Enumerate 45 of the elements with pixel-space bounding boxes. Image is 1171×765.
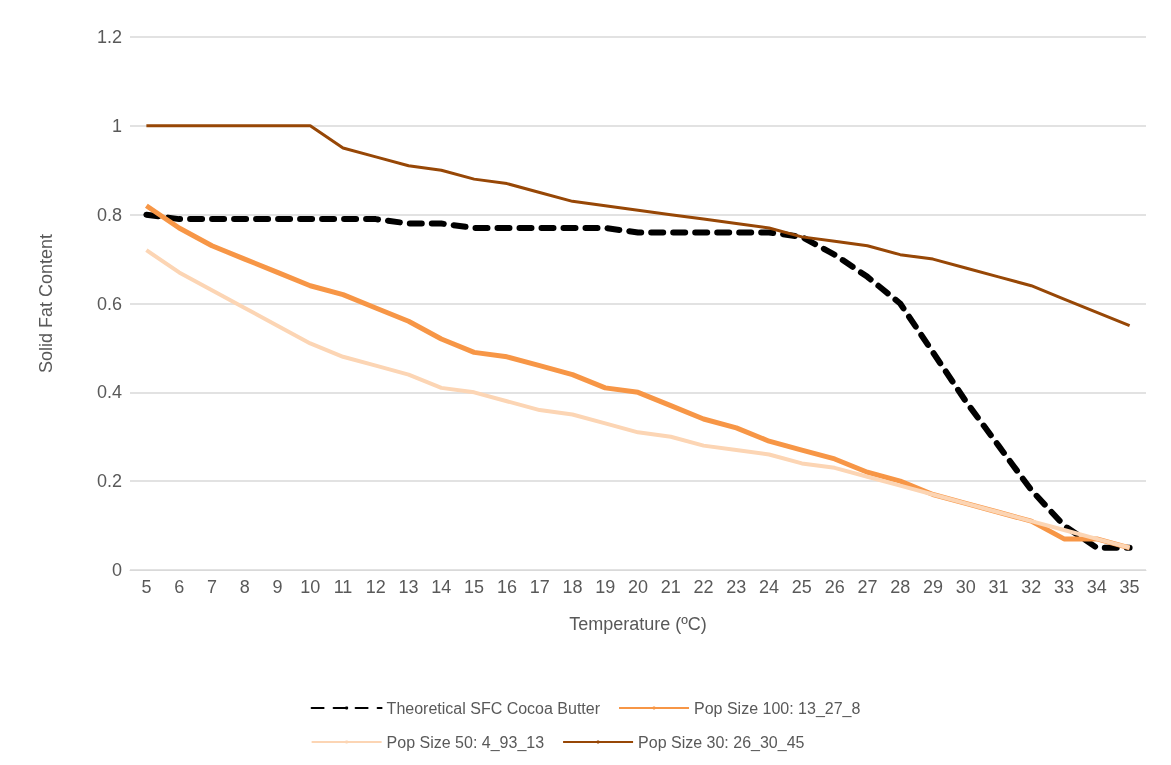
x-tick-label: 11 [333, 577, 353, 597]
legend-label: Pop Size 100: 13_27_8 [694, 699, 861, 718]
y-tick-label: 0 [111, 560, 122, 580]
x-tick-label: 19 [595, 577, 616, 597]
x-tick-label: 5 [141, 577, 152, 597]
x-tick-label: 18 [562, 577, 583, 597]
legend-label: Pop Size 30: 26_30_45 [638, 733, 805, 752]
y-tick-label: 1 [111, 115, 122, 136]
y-tick-label: 0.4 [96, 382, 122, 403]
x-tick-label: 8 [239, 577, 250, 597]
x-tick-label: 24 [759, 577, 780, 597]
x-tick-label: 6 [174, 577, 185, 597]
x-tick-label: 34 [1086, 577, 1107, 597]
x-tick-label: 32 [1021, 577, 1042, 597]
y-tick-label: 0.2 [96, 471, 122, 492]
x-tick-label: 14 [431, 577, 452, 597]
x-tick-label: 13 [398, 577, 419, 597]
x-tick-label: 16 [496, 577, 517, 597]
x-tick-label: 21 [660, 577, 681, 597]
legend-label: Theoretical SFC Cocoa Butter [386, 699, 601, 717]
x-tick-label: 12 [365, 577, 386, 597]
x-axis-title: Temperature (ºC) [569, 614, 707, 634]
x-tick-label: 10 [300, 577, 321, 597]
x-tick-label: 33 [1054, 577, 1075, 597]
x-tick-label: 9 [272, 577, 283, 597]
x-tick-label: 35 [1119, 577, 1140, 597]
x-tick-label: 23 [726, 577, 747, 597]
x-tick-label: 15 [464, 577, 485, 597]
x-tick-label: 20 [627, 577, 649, 597]
x-tick-label: 27 [857, 577, 878, 597]
x-tick-label: 17 [529, 577, 550, 597]
y-axis-title: Solid Fat Content [36, 233, 56, 374]
y-tick-label: 1.2 [96, 27, 122, 47]
x-tick-label: 31 [988, 577, 1009, 597]
x-tick-label: 22 [693, 577, 714, 597]
x-tick-label: 30 [955, 577, 976, 597]
y-tick-label: 0.8 [96, 204, 122, 225]
y-tick-label: 0.6 [96, 293, 122, 314]
line-series [144, 124, 1132, 328]
x-tick-label: 7 [206, 577, 217, 597]
legend-label: Pop Size 50: 4_93_13 [386, 733, 545, 752]
x-tick-label: 29 [922, 577, 943, 597]
x-tick-label: 28 [890, 577, 911, 597]
x-tick-label: 26 [824, 577, 845, 597]
x-tick-label: 25 [791, 577, 812, 597]
